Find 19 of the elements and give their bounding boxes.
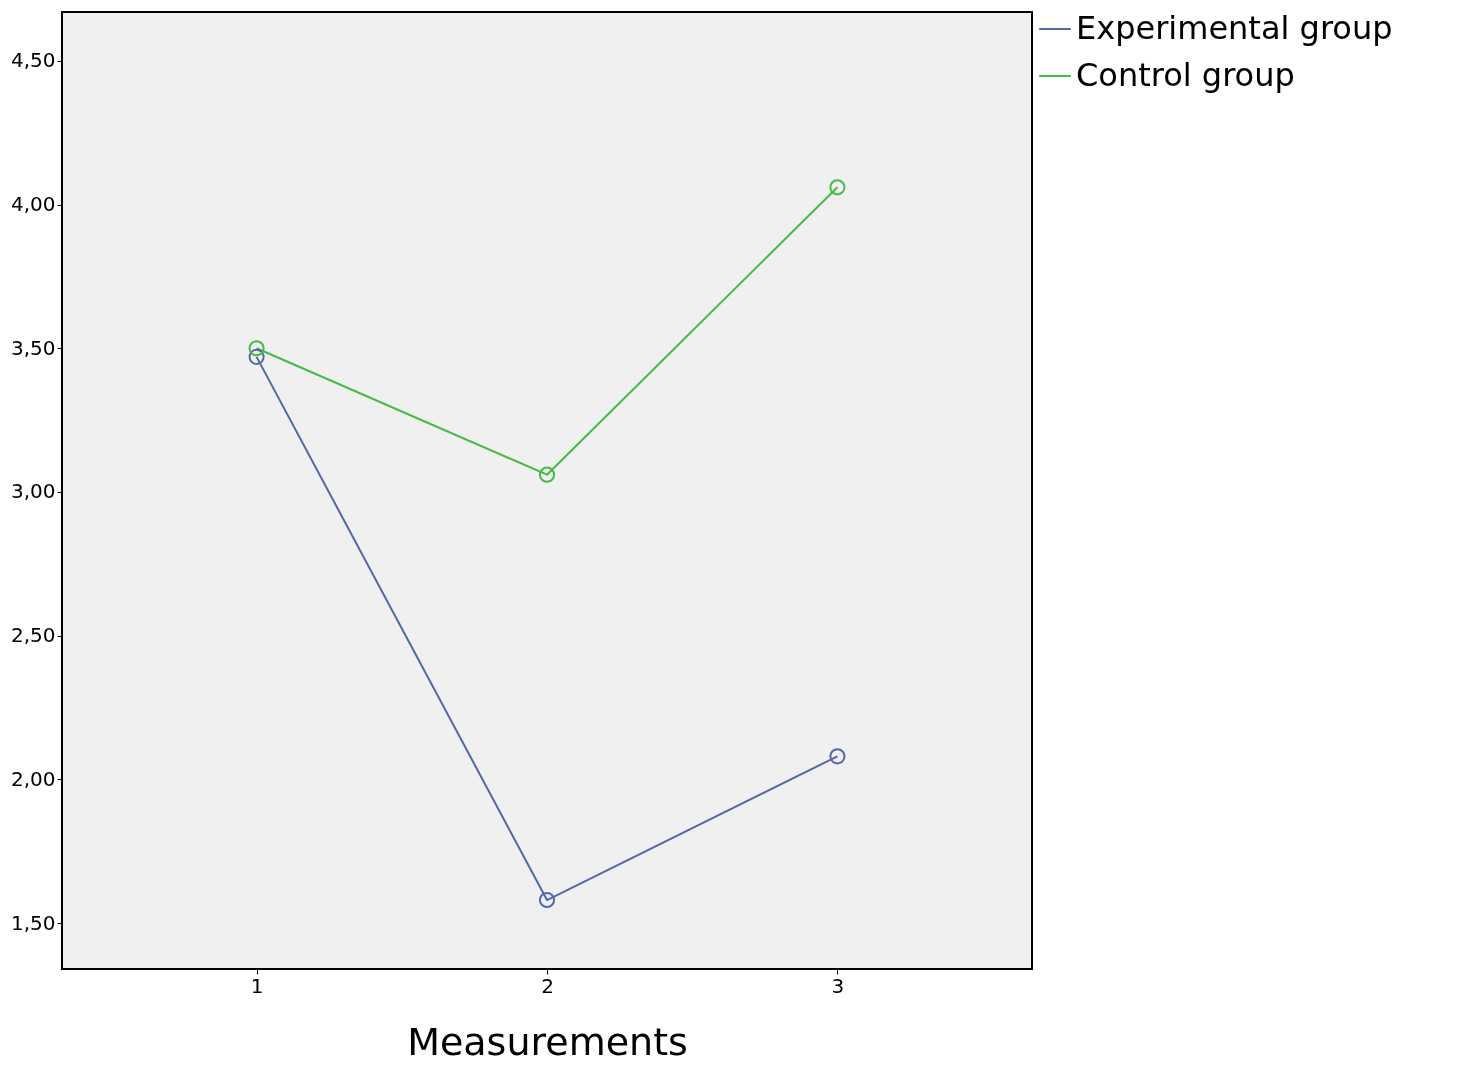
y-tick-label: 3,50: [10, 335, 56, 360]
x-tick-label: 3: [831, 973, 845, 998]
y-tick-label: 4,50: [10, 48, 56, 73]
point: [248, 340, 265, 357]
y-tick-label: 1,50: [10, 910, 56, 935]
point: [829, 748, 846, 765]
point: [538, 891, 556, 909]
point: [538, 466, 556, 483]
x-tick-label: 2: [541, 973, 554, 998]
legend-label: Experimental group: [1076, 9, 1393, 47]
x-tick-label: 1: [250, 973, 264, 998]
point: [829, 179, 846, 196]
y-tick-label: 2,50: [10, 623, 56, 648]
legend-label: Control group: [1076, 56, 1295, 94]
x-axis-title: Measurements: [407, 1019, 688, 1064]
point: [248, 348, 265, 365]
y-tick-label: 2,00: [10, 766, 56, 791]
y-tick-label: 3,00: [10, 479, 56, 504]
y-tick-label: 4,00: [10, 192, 56, 217]
